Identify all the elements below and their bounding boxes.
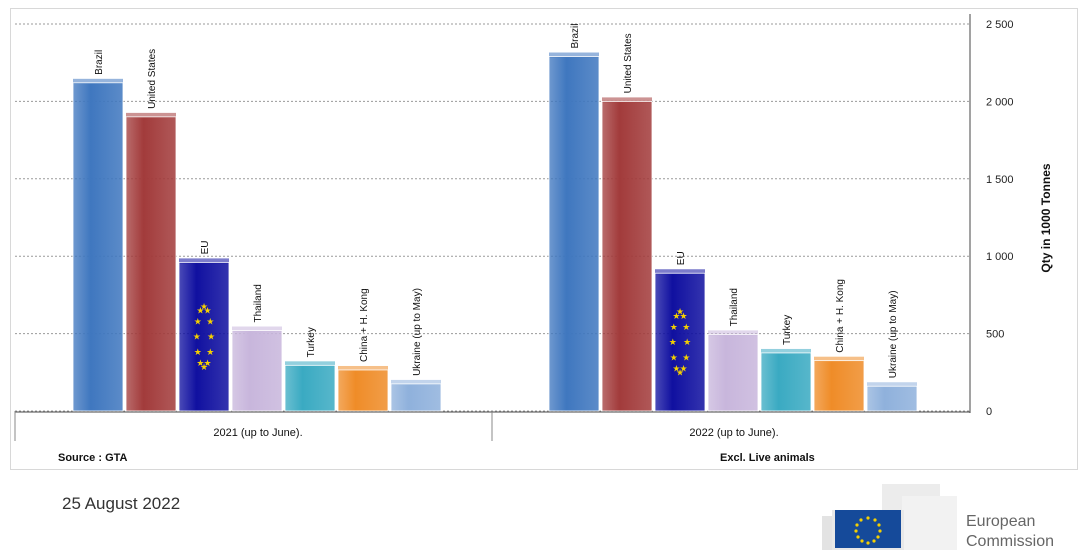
eu-star: ★ [672,364,680,374]
bar-label: China + H. Kong [835,279,846,353]
eu-star: ★ [676,369,684,379]
bar-cap [391,379,441,385]
eu-star: ★ [676,308,684,318]
eu-star: ★ [204,359,212,369]
bar [813,360,865,412]
bar [178,261,230,412]
y-tick-label: 2 000 [986,96,1014,108]
eu-star: ★ [196,306,204,316]
bar [390,383,442,412]
eu-star: ★ [206,317,214,327]
y-axis-title: Qty in 1000 Tonnes [1039,163,1053,272]
y-tick-label: 0 [986,406,992,418]
bar-cap [549,52,599,58]
report-date: 25 August 2022 [62,494,181,513]
y-tick-label: 500 [986,329,1004,341]
bar-cap [761,348,811,354]
bar-cap [126,112,176,118]
eu-star: ★ [670,323,678,333]
eu-star: ★ [683,338,691,348]
eu-star: ★ [207,333,215,343]
bar [284,364,336,412]
bar [654,272,706,412]
eu-star: ★ [680,364,688,374]
bar [231,330,283,412]
bar [866,385,918,412]
bar-label: Brazil [570,23,581,48]
bar [72,82,124,412]
eu-star: ★ [200,363,208,373]
bar-label: Brazil [94,50,105,75]
bar-label: Thailand [729,288,740,326]
bar [125,116,177,412]
bar-labels: Brazil United States EU Thailand Turkey China… [94,23,899,439]
bar-label: United States [623,33,634,93]
eu-star: ★ [194,348,202,358]
bar-cap [867,382,917,388]
bar-label: Thailand [253,284,264,322]
eu-star: ★ [680,312,688,322]
group-label: 2022 (up to June). [689,427,778,439]
eu-star: ★ [206,348,214,358]
exclusion-note: Excl. Live animals [720,452,815,464]
y-tick-label: 2 500 [986,19,1014,31]
bar-label: Turkey [782,315,793,345]
bar-cap [602,97,652,103]
chart-frame [10,8,1078,470]
bar-label: Ukraine (up to May) [888,290,899,378]
eu-star: ★ [204,306,212,316]
bar-label: Turkey [306,327,317,357]
y-tick-label: 1 500 [986,174,1014,186]
eu-star: ★ [670,353,678,363]
bar-label: United States [147,49,158,109]
organization-name: European Commission [966,513,1055,550]
eu-star: ★ [193,333,201,343]
group-label: 2021 (up to June). [213,427,302,439]
bar-chart: ★★★★★★★★★★★★★★★★★★★★★★★★ Brazil United St… [14,14,1053,464]
bar [760,352,812,412]
bar-cap [655,269,705,275]
eu-star: ★ [200,302,208,312]
bar [707,333,759,412]
eu-star: ★ [672,312,680,322]
bars: ★★★★★★★★★★★★★★★★★★★★★★★★ [72,52,918,412]
bar-cap [73,78,123,84]
bar [548,56,600,412]
source-note: Source : GTA [58,452,128,464]
bar-label: EU [676,251,687,265]
european-commission-logo [822,484,957,550]
eu-star: ★ [669,338,677,348]
bar [601,101,653,412]
eu-star: ★ [682,323,690,333]
bar-cap [232,326,282,332]
eu-star: ★ [196,359,204,369]
bar-cap [285,361,335,367]
eu-star: ★ [194,317,202,327]
bar-cap [814,356,864,362]
y-tick-label: 1 000 [986,251,1014,263]
bar-cap [179,258,229,264]
bar-label: China + H. Kong [359,288,370,362]
bar [337,369,389,412]
bar-cap [338,365,388,371]
bar-label: Ukraine (up to May) [412,288,423,376]
bar-cap [708,330,758,336]
eu-star: ★ [682,353,690,363]
bar-label: EU [200,240,211,254]
